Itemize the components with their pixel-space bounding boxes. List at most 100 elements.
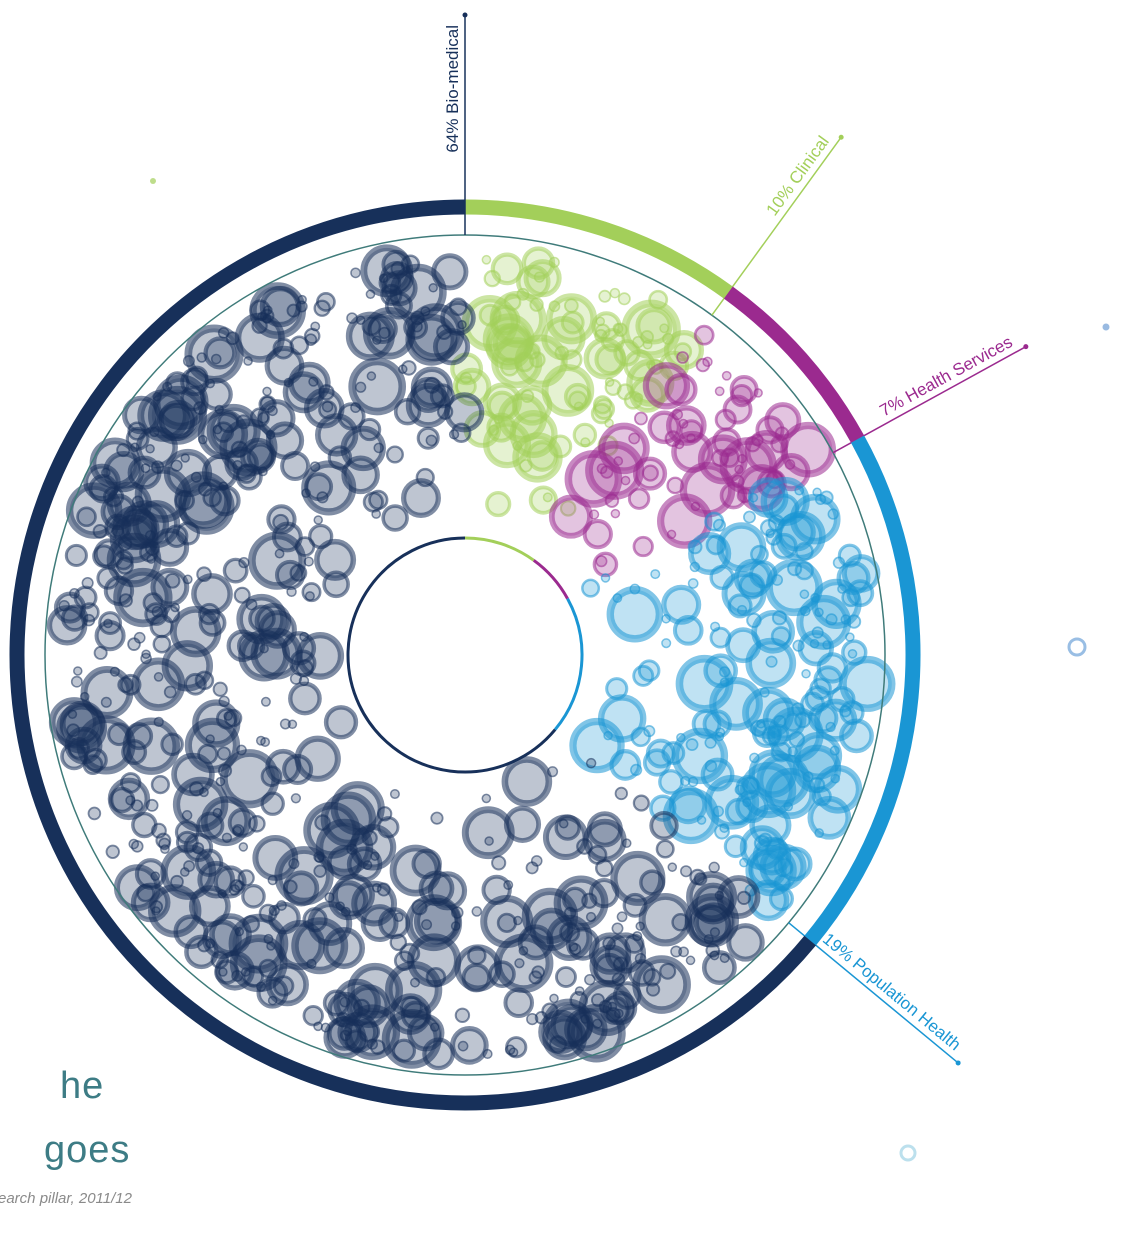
bubble: [797, 629, 835, 667]
bubble: [98, 611, 123, 636]
bubble: [614, 786, 628, 801]
bubble: [418, 870, 455, 907]
bubble: [260, 696, 271, 707]
bubble: [674, 439, 685, 450]
bubble: [501, 756, 553, 807]
bubble: [606, 586, 664, 643]
bubble: [799, 589, 810, 600]
bubble: [612, 593, 623, 603]
bubble: [663, 330, 705, 371]
bubble: [198, 609, 227, 637]
bubble: [714, 386, 725, 397]
bubble: [389, 789, 400, 800]
bubble: [641, 464, 659, 482]
bubble: [688, 531, 732, 576]
bubble: [623, 390, 643, 410]
bubble: [704, 511, 725, 532]
bubble: [188, 885, 231, 928]
bubble: [523, 259, 562, 298]
donut-segment: [804, 435, 921, 946]
bubble: [249, 282, 306, 339]
bubble: [600, 995, 630, 1025]
bubble: [152, 634, 172, 654]
bubble: [64, 543, 88, 568]
bubble: [145, 798, 159, 812]
bubble: [316, 491, 329, 504]
bubble: [342, 1026, 353, 1037]
bubble: [141, 649, 151, 660]
bubble: [685, 738, 699, 752]
bubble: [79, 691, 90, 702]
bubble: [234, 880, 245, 891]
bubble: [689, 868, 706, 886]
bubble: [626, 358, 675, 407]
bubble: [373, 442, 385, 454]
bubble: [680, 865, 693, 878]
bubble: [205, 734, 215, 744]
bubble: [594, 343, 627, 376]
bubble-field: [46, 244, 896, 1071]
bubble: [410, 376, 447, 414]
bubble: [245, 598, 258, 611]
bubble: [765, 655, 778, 668]
bubble: [260, 396, 275, 411]
bubble: [274, 559, 306, 591]
bubble: [313, 864, 327, 878]
bubble: [416, 426, 440, 450]
bubble: [212, 681, 228, 697]
bubble: [770, 741, 792, 763]
bubble: [809, 638, 820, 649]
bubble: [645, 982, 661, 997]
bubble: [179, 867, 190, 877]
bubble: [376, 882, 391, 897]
bubble: [308, 523, 334, 550]
bubble: [350, 267, 361, 279]
bubble: [430, 811, 444, 825]
bubble: [611, 922, 624, 935]
bubble: [89, 437, 141, 489]
bubble: [313, 1021, 323, 1032]
bubble: [768, 493, 800, 524]
inner-ring-segment: [553, 597, 584, 731]
leader-dot: [955, 1060, 961, 1066]
bubble: [163, 685, 177, 699]
bubble: [605, 677, 629, 701]
bubble: [735, 775, 761, 801]
bubble: [66, 723, 81, 738]
bubble: [523, 342, 541, 360]
bubble: [203, 336, 237, 370]
bubble: [548, 494, 593, 539]
bubble: [771, 610, 788, 626]
bubble: [629, 583, 641, 595]
bubble: [301, 582, 322, 603]
bubble: [210, 353, 222, 365]
bubble: [280, 451, 311, 481]
bubble: [783, 713, 803, 732]
bubble: [381, 270, 418, 307]
bubble: [519, 458, 533, 473]
bubble: [296, 632, 345, 680]
bubble: [718, 666, 731, 678]
bubble: [136, 883, 155, 903]
bubble: [722, 394, 753, 425]
bubble: [361, 829, 378, 847]
bubble: [670, 945, 683, 958]
bubble: [572, 422, 598, 448]
bubble: [481, 793, 492, 804]
bubble: [158, 837, 171, 851]
bubble: [191, 842, 205, 855]
bubble: [767, 706, 824, 763]
bubble: [488, 424, 500, 436]
bubble: [753, 388, 763, 398]
bubble: [222, 557, 249, 584]
bubble: [635, 307, 673, 345]
bubble: [461, 806, 515, 860]
bubble: [73, 666, 83, 676]
bubble: [529, 351, 546, 369]
bubble: [696, 815, 707, 825]
segment-label: 64% Bio-medical: [443, 25, 462, 153]
bubble: [603, 730, 613, 741]
bubble: [350, 402, 361, 413]
bubble: [170, 874, 184, 889]
